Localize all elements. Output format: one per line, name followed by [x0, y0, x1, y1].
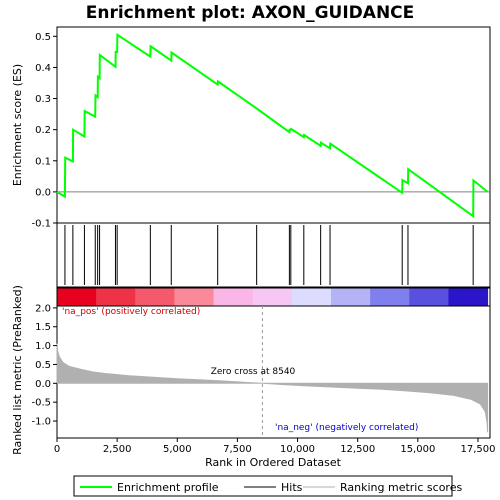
metric-y-tick-label: 1.5 [35, 322, 51, 333]
metric-y-tick-label: 0.5 [35, 360, 51, 371]
hits-panel [56, 222, 491, 288]
colorbar-segment [409, 288, 449, 306]
legend: Enrichment profile Hits Ranking metric s… [73, 475, 462, 497]
colorbar-segment [174, 288, 215, 306]
es-y-tick-label: 0.0 [35, 187, 51, 198]
x-axis-label: Rank in Ordered Dataset [205, 456, 342, 469]
metric-y-tick-label: 1.0 [35, 341, 51, 352]
na-neg-label: 'na_neg' (negatively correlated) [275, 423, 418, 433]
legend-hits-label: Hits [281, 481, 303, 494]
metric-panel: -1.0 -0.5 0.0 0.5 1.0 1.5 2.0 0 2,500 5,000 7,500… [11, 285, 495, 469]
ranking-metric-area [56, 343, 489, 433]
zero-cross-label: Zero cross at 8540 [211, 367, 296, 377]
es-y-tick-label: 0.2 [35, 125, 51, 136]
colorbar-segment [448, 288, 489, 306]
metric-plot-frame [56, 305, 491, 439]
es-y-tick-label: 0.3 [35, 94, 51, 105]
x-tick-label: 0 [54, 444, 60, 455]
colorbar-segment [370, 288, 410, 306]
es-y-tick-label: -0.1 [31, 219, 51, 230]
es-y-tick-label: 0.4 [35, 63, 51, 74]
x-tick-label: 15,000 [400, 444, 435, 455]
legend-es-label: Enrichment profile [117, 481, 219, 494]
colorbar-segment [96, 288, 136, 306]
es-profile-line [56, 32, 489, 219]
x-tick-label: 12,500 [340, 444, 375, 455]
colorbar-segment [331, 288, 371, 306]
metric-y-tick-label: -0.5 [31, 398, 51, 409]
x-tick-label: 10,000 [280, 444, 315, 455]
es-panel: -0.1 0.0 0.1 0.2 0.3 0.4 0.5 Enrichment score … [11, 26, 491, 230]
rank-colorbar [57, 288, 489, 306]
es-plot-frame [56, 26, 491, 224]
colorbar-segment [57, 288, 97, 306]
es-y-tick-label: 0.1 [35, 156, 51, 167]
x-tick-label: 5,000 [163, 444, 192, 455]
colorbar-segment [213, 288, 254, 306]
colorbar-segment [252, 288, 293, 306]
colorbar-segment [291, 288, 332, 306]
chart-title: Enrichment plot: AXON_GUIDANCE [86, 3, 415, 23]
metric-y-tick-label: 0.0 [35, 379, 51, 390]
legend-metric-label: Ranking metric scores [340, 481, 462, 494]
es-y-tick-label: 0.5 [35, 32, 51, 43]
es-y-axis-label: Enrichment score (ES) [11, 64, 24, 186]
x-tick-label: 7,500 [223, 444, 252, 455]
metric-y-tick-label: 2.0 [35, 303, 51, 314]
x-tick-label: 17,500 [460, 444, 495, 455]
metric-y-axis-label: Ranked list metric (PreRanked) [11, 285, 24, 455]
na-pos-label: 'na_pos' (positively correlated) [62, 307, 200, 317]
hits-frame [56, 222, 491, 288]
legend-frame [73, 475, 453, 497]
metric-y-tick-label: -1.0 [31, 417, 51, 428]
x-tick-label: 2,500 [103, 444, 132, 455]
colorbar-segment [135, 288, 175, 306]
